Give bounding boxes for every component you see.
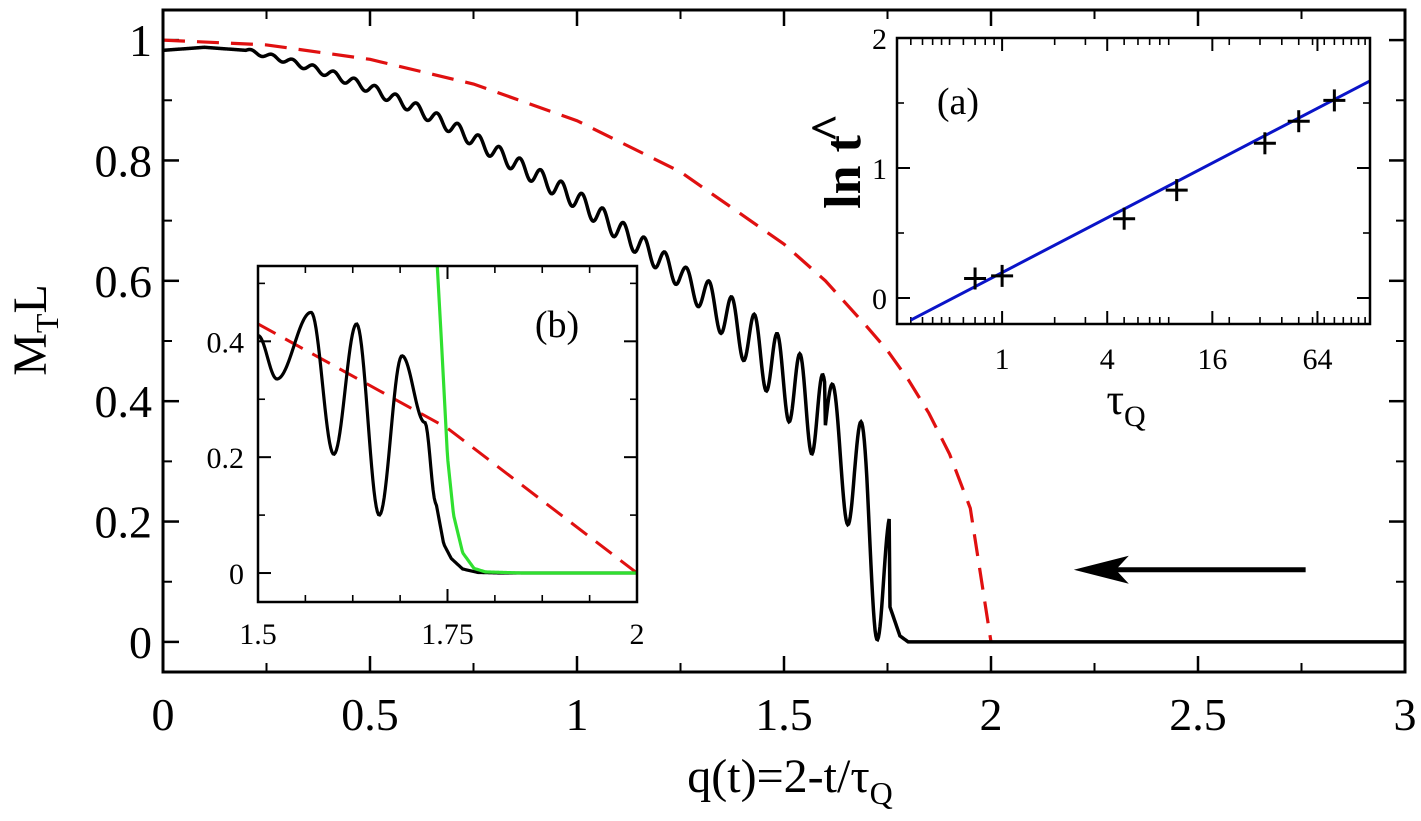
inset-a-x-axis-label: τQ [1106, 375, 1146, 433]
main-x-tick-label: 1.5 [755, 689, 813, 740]
main-series-solid-black [162, 45, 1405, 644]
inset-b-y-tick-label: 0.2 [207, 442, 245, 475]
inset-b-series-solid-green [435, 265, 637, 575]
main-annotations [1073, 555, 1306, 584]
main-y-tick-label: 0.8 [95, 135, 153, 186]
main-plot-frame [161, 8, 1407, 674]
inset-a-data-point [1253, 132, 1276, 155]
main-tick-labels: 0 0.5 1 1.5 2 2.5 3 0 0.2 0.4 0.6 0.8 1 [95, 15, 1417, 740]
inset-a-frame [895, 36, 1372, 326]
inset-a-data-point [964, 267, 987, 290]
inset-a-data-point [991, 264, 1014, 287]
inset-a-x-tick-label: 16 [1197, 343, 1227, 376]
arrow-head [1073, 555, 1129, 584]
main-x-tick-label: 2.5 [1169, 689, 1227, 740]
main-x-tick-label: 3 [1394, 689, 1417, 740]
inset-b-frame [256, 264, 639, 604]
inset-a-data-point [1113, 207, 1136, 230]
inset-a-y-tick-label: 1 [872, 153, 887, 186]
inset-a-x-tick-label: 1 [995, 343, 1010, 376]
main-y-tick-label: 0.4 [95, 376, 153, 427]
inset-b-x-tick-label: 1.75 [421, 618, 474, 651]
inset-b-panel-label: (b) [535, 304, 579, 346]
main-series [162, 38, 1405, 644]
main-x-tick-label: 1 [566, 689, 589, 740]
inset-a-y-tick-label: 0 [872, 283, 887, 316]
inset-a-series [910, 79, 1371, 322]
inset-a-tick-labels: 1 4 16 64 0 1 2 [872, 23, 1332, 376]
inset-b-series [257, 265, 638, 575]
inset-b-y-tick-label: 0.4 [207, 326, 245, 359]
inset-a-data-point [1287, 110, 1310, 133]
inset-a-y-tick-label: 2 [872, 23, 887, 56]
main-y-axis-label: MTL [4, 284, 65, 376]
inset-a-panel-label: (a) [937, 81, 979, 123]
main-x-tick-label: 0 [152, 689, 175, 740]
inset-b-x-tick-label: 2 [630, 618, 645, 651]
inset-a-x-tick-label: 4 [1100, 343, 1115, 376]
inset-b-x-tick-label: 1.5 [239, 618, 277, 651]
inset-b-y-tick-label: 0 [229, 558, 244, 591]
main-y-tick-label: 1 [129, 15, 152, 66]
inset-a-data-point [1323, 89, 1346, 112]
main-x-tick-label: 0.5 [341, 689, 399, 740]
main-series-dashed-red [162, 38, 993, 643]
inset-a-y-axis-label: ln t [815, 134, 872, 208]
inset-a-x-tick-label: 64 [1302, 343, 1332, 376]
inset-a-data-point [1165, 179, 1188, 202]
main-y-tick-label: 0 [129, 617, 152, 668]
main-y-tick-label: 0.2 [95, 497, 153, 548]
main-x-tick-label: 2 [980, 689, 1003, 740]
main-x-axis-label: q(t)=2-t/τQ [687, 750, 892, 811]
main-y-tick-label: 0.6 [95, 256, 153, 307]
inset-a-y-axis-label-hat: ^ [800, 113, 856, 142]
inset-b-tick-labels: 1.5 1.75 2 0 0.2 0.4 [207, 326, 645, 651]
